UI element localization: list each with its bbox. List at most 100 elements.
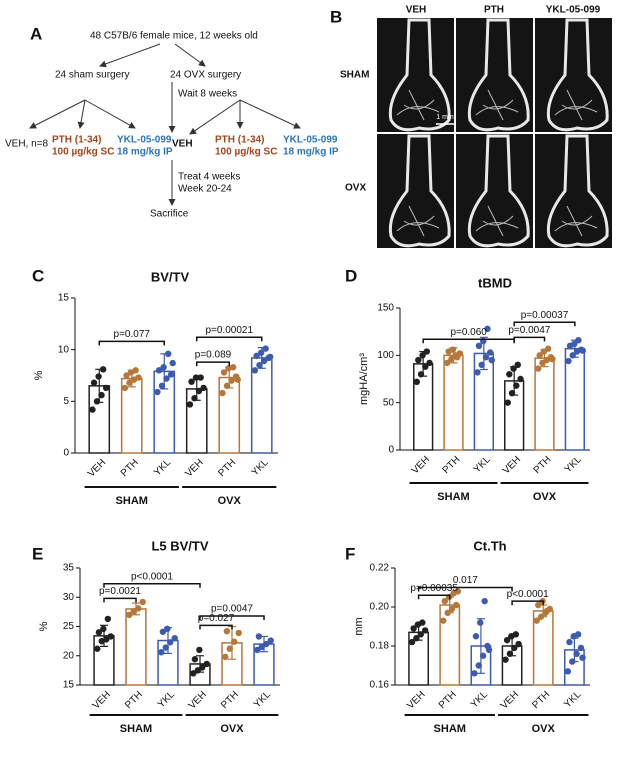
group-label: OVX	[532, 723, 556, 735]
bone-outline	[546, 134, 609, 248]
data-point	[171, 635, 178, 642]
comparison-bracket	[103, 583, 201, 588]
y-tick-label: 150	[377, 303, 394, 314]
data-point	[93, 398, 101, 405]
data-point	[454, 588, 462, 595]
arrow	[29, 99, 86, 129]
ct-image	[377, 134, 454, 248]
data-point	[158, 382, 166, 390]
bar	[125, 608, 147, 686]
node: 18 mg/kg IP	[117, 147, 173, 158]
data-point	[503, 636, 511, 644]
data-point	[419, 352, 426, 359]
group-label: SHAM	[120, 723, 152, 735]
comparison-label: p=0.060	[450, 327, 487, 338]
data-point	[579, 347, 586, 354]
y-tick-label: 25	[63, 621, 75, 632]
column-label: PTH	[484, 5, 504, 16]
node: VEH	[172, 139, 193, 150]
data-point	[197, 374, 204, 381]
data-point	[123, 372, 130, 379]
data-point	[440, 617, 447, 624]
data-point	[515, 640, 522, 648]
data-point	[223, 627, 231, 635]
comparison-label: p=0.0047	[508, 325, 550, 336]
data-point	[222, 653, 229, 661]
group-label: OVX	[220, 723, 244, 735]
trabeculae	[475, 89, 519, 121]
y-tick-label: 15	[58, 293, 70, 304]
data-point	[126, 379, 133, 386]
x-tick-label: VEH	[183, 457, 205, 479]
chart-title: BV/TV	[151, 269, 190, 284]
x-tick-label: PTH	[532, 454, 554, 476]
bar	[413, 363, 434, 451]
node: YKL-05-099	[117, 135, 172, 146]
x-tick-label: PTH	[437, 689, 459, 711]
comparison-bracket	[199, 624, 233, 630]
data-point	[98, 391, 105, 399]
group-label: OVX	[533, 491, 557, 503]
comparison-label: p=0.00037	[521, 310, 569, 321]
row-label: SHAM	[340, 70, 369, 81]
y-axis-label: %	[38, 621, 50, 631]
y-tick-label: 50	[383, 397, 395, 408]
trabeculae	[475, 205, 519, 237]
ct-image	[535, 134, 612, 248]
data-point	[475, 662, 482, 669]
data-point	[191, 395, 198, 402]
data-point	[444, 609, 451, 617]
data-point	[229, 364, 237, 371]
data-point	[220, 369, 228, 376]
bar	[218, 376, 241, 454]
x-tick-label: YKL	[250, 457, 271, 478]
data-point	[479, 652, 487, 659]
data-point	[534, 365, 542, 372]
data-point	[99, 366, 107, 373]
data-point	[575, 336, 582, 344]
data-point	[256, 361, 263, 369]
data-point	[443, 359, 451, 367]
comparison-bracket	[422, 338, 515, 344]
data-point	[426, 359, 433, 367]
data-point	[167, 639, 174, 646]
y-tick-label: 0	[388, 445, 394, 456]
data-point	[488, 356, 495, 364]
data-point	[544, 345, 552, 352]
panel-letter: D	[345, 266, 357, 285]
data-point	[441, 597, 448, 605]
x-tick-label: PTH	[530, 689, 552, 711]
data-point	[121, 384, 129, 392]
panel-letter: A	[30, 24, 42, 43]
y-tick-label: 0.16	[370, 680, 390, 691]
comparison-bracket	[196, 336, 263, 342]
data-point	[191, 656, 199, 663]
data-point	[223, 382, 231, 390]
trabeculae	[396, 89, 440, 121]
data-point	[506, 371, 513, 378]
chart-title: Ct.Th	[473, 538, 506, 553]
x-tick-label: YKL	[472, 454, 493, 475]
data-point	[163, 375, 170, 382]
x-tick-label: VEH	[501, 454, 523, 476]
data-point	[135, 374, 142, 381]
data-point	[517, 375, 524, 383]
data-point	[510, 365, 517, 372]
node: PTH (1-34)	[52, 135, 101, 146]
data-point	[94, 645, 101, 652]
x-tick-label: VEH	[499, 689, 521, 711]
data-point	[135, 605, 142, 612]
data-point	[107, 633, 114, 640]
y-tick-label: 0.20	[370, 602, 390, 613]
data-point	[160, 364, 167, 371]
comparison-label: p<0.0001	[507, 589, 549, 600]
panel-letter: C	[32, 266, 44, 285]
data-point	[219, 389, 226, 397]
data-point	[158, 649, 165, 656]
arrow	[239, 99, 301, 129]
data-point	[506, 650, 514, 657]
data-point	[566, 638, 573, 646]
data-point	[487, 349, 494, 356]
comparison-bracket	[417, 594, 451, 600]
node: 24 OVX surgery	[170, 70, 241, 81]
